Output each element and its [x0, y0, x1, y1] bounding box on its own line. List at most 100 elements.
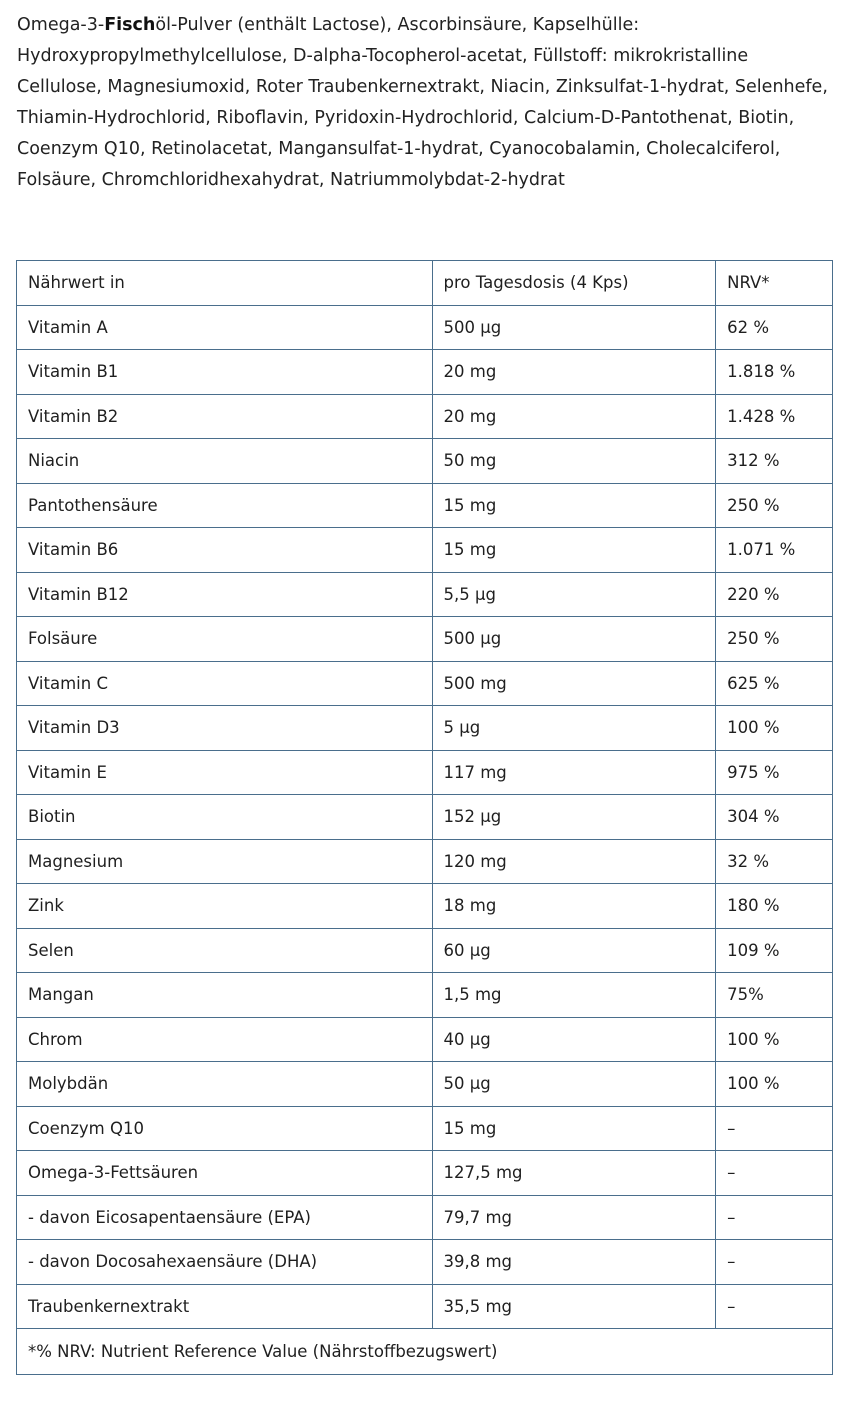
cell-daily-dose: 20 mg [431, 393, 717, 439]
cell-nrv: 32 % [715, 838, 833, 884]
cell-nrv: 312 % [715, 438, 833, 484]
cell-daily-dose: 5 µg [431, 705, 717, 751]
cell-nrv: 109 % [715, 927, 833, 973]
cell-nrv: 100 % [715, 1016, 833, 1062]
cell-daily-dose: 1,5 mg [431, 972, 717, 1018]
cell-nrv: 625 % [715, 660, 833, 706]
cell-daily-dose: 35,5 mg [431, 1283, 717, 1329]
cell-daily-dose: 5,5 µg [431, 571, 717, 617]
cell-nutrient: Folsäure [16, 616, 433, 662]
table-row: Selen 60 µg 109 % [16, 927, 833, 973]
cell-nrv: – [715, 1239, 833, 1285]
cell-nrv: 1.071 % [715, 527, 833, 573]
nutrition-table-body: Nährwert in pro Tagesdosis (4 Kps) NRV* … [16, 260, 833, 1375]
cell-nutrient: Molybdän [16, 1061, 433, 1107]
cell-nutrient: Pantothensäure [16, 482, 433, 528]
cell-nutrient: Zink [16, 883, 433, 929]
cell-nrv: 250 % [715, 482, 833, 528]
cell-nutrient: Biotin [16, 794, 433, 840]
cell-daily-dose: 120 mg [431, 838, 717, 884]
cell-daily-dose: 39,8 mg [431, 1239, 717, 1285]
table-row: Mangan 1,5 mg 75% [16, 972, 833, 1018]
cell-daily-dose: 152 µg [431, 794, 717, 840]
ingredients-text: Omega-3-Fischöl-Pulver (enthält Lactose)… [17, 10, 832, 196]
cell-daily-dose: 127,5 mg [431, 1150, 717, 1196]
table-row: Vitamin E 117 mg 975 % [16, 749, 833, 795]
cell-daily-dose: 500 mg [431, 660, 717, 706]
table-row: Traubenkernextrakt 35,5 mg – [16, 1283, 833, 1329]
table-row: Biotin 152 µg 304 % [16, 794, 833, 840]
cell-nutrient: Vitamin B12 [16, 571, 433, 617]
cell-daily-dose: 79,7 mg [431, 1194, 717, 1240]
table-row: Vitamin D3 5 µg 100 % [16, 705, 833, 751]
table-header-row: Nährwert in pro Tagesdosis (4 Kps) NRV* [16, 260, 833, 306]
cell-nrv: 304 % [715, 794, 833, 840]
cell-daily-dose: 15 mg [431, 527, 717, 573]
table-row: Omega-3-Fettsäuren 127,5 mg – [16, 1150, 833, 1196]
table-row: Vitamin B12 5,5 µg 220 % [16, 571, 833, 617]
cell-nutrient: Chrom [16, 1016, 433, 1062]
table-row: Pantothensäure 15 mg 250 % [16, 482, 833, 528]
table-row: Chrom 40 µg 100 % [16, 1016, 833, 1062]
cell-daily-dose: 500 µg [431, 616, 717, 662]
cell-daily-dose: 500 µg [431, 304, 717, 350]
table-row: Vitamin A 500 µg 62 % [16, 304, 833, 350]
table-row: Folsäure 500 µg 250 % [16, 616, 833, 662]
table-row: Vitamin B1 20 mg 1.818 % [16, 349, 833, 395]
cell-nrv: 62 % [715, 304, 833, 350]
cell-nutrient: Magnesium [16, 838, 433, 884]
cell-daily-dose: 20 mg [431, 349, 717, 395]
cell-nrv: 220 % [715, 571, 833, 617]
table-row: - davon Docosahexaensäure (DHA) 39,8 mg – [16, 1239, 833, 1285]
table-row: Vitamin B2 20 mg 1.428 % [16, 393, 833, 439]
cell-daily-dose: 18 mg [431, 883, 717, 929]
cell-nrv: 180 % [715, 883, 833, 929]
cell-nrv: 975 % [715, 749, 833, 795]
cell-daily-dose: 117 mg [431, 749, 717, 795]
cell-nrv: 100 % [715, 1061, 833, 1107]
table-row: Vitamin C 500 mg 625 % [16, 660, 833, 706]
cell-nutrient: Selen [16, 927, 433, 973]
cell-daily-dose: 40 µg [431, 1016, 717, 1062]
nutrition-table: Nährwert in pro Tagesdosis (4 Kps) NRV* … [16, 260, 833, 1375]
cell-nutrient: Coenzym Q10 [16, 1105, 433, 1151]
cell-nrv: 250 % [715, 616, 833, 662]
cell-nrv: – [715, 1283, 833, 1329]
cell-nutrient: Omega-3-Fettsäuren [16, 1150, 433, 1196]
cell-nutrient: Vitamin A [16, 304, 433, 350]
ingredients-bold: Fisch [104, 15, 156, 35]
cell-nutrient: Traubenkernextrakt [16, 1283, 433, 1329]
cell-nutrient: Vitamin B6 [16, 527, 433, 573]
cell-nutrient: - davon Eicosapentaensäure (EPA) [16, 1194, 433, 1240]
cell-nutrient: Vitamin E [16, 749, 433, 795]
table-row: Magnesium 120 mg 32 % [16, 838, 833, 884]
cell-nutrient: Vitamin C [16, 660, 433, 706]
table-row: Niacin 50 mg 312 % [16, 438, 833, 484]
table-row: Coenzym Q10 15 mg – [16, 1105, 833, 1151]
header-cell-nrv: NRV* [715, 260, 833, 306]
cell-daily-dose: 15 mg [431, 482, 717, 528]
table-row: Molybdän 50 µg 100 % [16, 1061, 833, 1107]
cell-nrv: – [715, 1150, 833, 1196]
cell-nutrient: - davon Docosahexaensäure (DHA) [16, 1239, 433, 1285]
ingredients-suffix: öl-Pulver (enthält Lactose), Ascorbinsäu… [17, 15, 828, 190]
ingredients-prefix: Omega-3- [17, 15, 105, 35]
table-row: Vitamin B6 15 mg 1.071 % [16, 527, 833, 573]
cell-nrv: – [715, 1194, 833, 1240]
header-cell-daily-dose: pro Tagesdosis (4 Kps) [431, 260, 717, 306]
footnote: *% NRV: Nutrient Reference Value (Nährst… [16, 1328, 833, 1375]
cell-nrv: – [715, 1105, 833, 1151]
header-cell-nutrient: Nährwert in [16, 260, 433, 306]
cell-daily-dose: 50 µg [431, 1061, 717, 1107]
cell-daily-dose: 60 µg [431, 927, 717, 973]
cell-nrv: 1.428 % [715, 393, 833, 439]
cell-nutrient: Vitamin B2 [16, 393, 433, 439]
cell-nrv: 1.818 % [715, 349, 833, 395]
cell-nutrient: Vitamin B1 [16, 349, 433, 395]
cell-daily-dose: 15 mg [431, 1105, 717, 1151]
footnote-row: *% NRV: Nutrient Reference Value (Nährst… [16, 1328, 833, 1375]
cell-nutrient: Mangan [16, 972, 433, 1018]
cell-nutrient: Vitamin D3 [16, 705, 433, 751]
cell-daily-dose: 50 mg [431, 438, 717, 484]
cell-nrv: 75% [715, 972, 833, 1018]
